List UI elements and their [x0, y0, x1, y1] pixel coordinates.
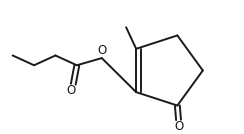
Text: O: O — [174, 120, 183, 133]
Text: O: O — [67, 83, 76, 96]
Text: O: O — [97, 44, 106, 57]
